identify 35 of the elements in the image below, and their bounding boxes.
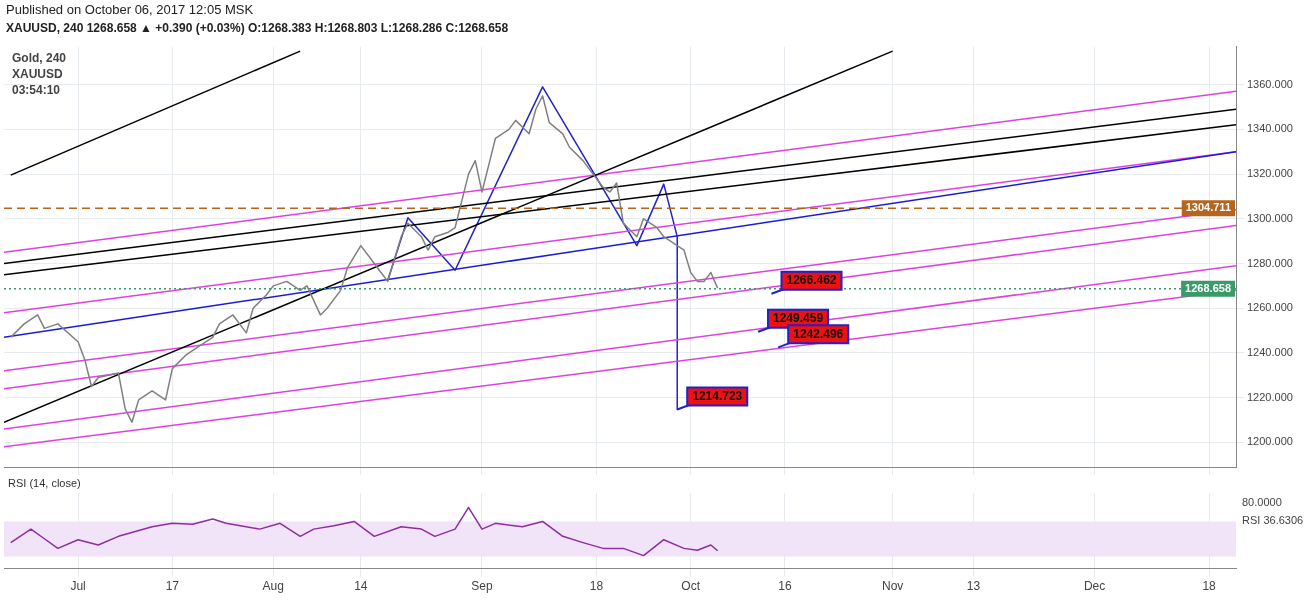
ref-line-label: 1268.658	[1185, 281, 1232, 294]
ref-line-label: 1304.711	[1185, 201, 1232, 214]
annotation: 03:54:10	[12, 82, 61, 97]
y-tick-label: 1320.000	[1247, 167, 1293, 180]
annotation: Gold, 240	[12, 50, 67, 65]
y-tick-label: 1340.000	[1247, 122, 1293, 135]
y-tick-label: 1360.000	[1247, 77, 1293, 90]
y-tick-label: 1240.000	[1247, 345, 1293, 358]
annotation: XAUUSD	[12, 66, 64, 81]
x-tick-label: Oct	[681, 579, 701, 594]
x-tick-label: 18	[1202, 579, 1217, 594]
y-tick-label: 1260.000	[1247, 301, 1293, 314]
y-tick-label: 1280.000	[1247, 256, 1293, 269]
text: 80.0000	[1242, 496, 1282, 509]
chart-subtitle: XAUUSD, 240 1268.658 ▲ +0.390 (+0.03%) O:1268.383 H:1268.803 L:1268.286 C:1268.658	[5, 20, 510, 37]
y-tick-label: 1300.000	[1247, 211, 1293, 224]
x-tick-label: 14	[354, 579, 368, 594]
x-tick-label: 18	[589, 579, 604, 594]
text: RSI 36.6306	[1242, 514, 1304, 527]
x-tick-label: Nov	[881, 579, 904, 594]
annotation: 1249.459	[773, 311, 824, 326]
x-tick-label: Jul	[70, 579, 86, 594]
y-tick-label: 1220.000	[1247, 390, 1293, 403]
y-tick-label: 1200.000	[1247, 435, 1293, 448]
annotation: 1266.462	[786, 273, 837, 288]
x-tick-label: 13	[966, 579, 981, 594]
chart-title: RSI (14, close)	[7, 477, 82, 491]
chart-title: Published on October 06, 2017 12:05 MSK	[5, 1, 255, 19]
x-tick-label: Aug	[262, 579, 284, 594]
x-tick-label: Sep	[471, 579, 493, 594]
x-tick-label: 16	[778, 579, 792, 594]
x-tick-label: 17	[165, 579, 180, 594]
annotation: 1214.723	[692, 388, 743, 403]
x-tick-label: Dec	[1083, 579, 1106, 594]
annotation: 1242.496	[793, 326, 844, 341]
